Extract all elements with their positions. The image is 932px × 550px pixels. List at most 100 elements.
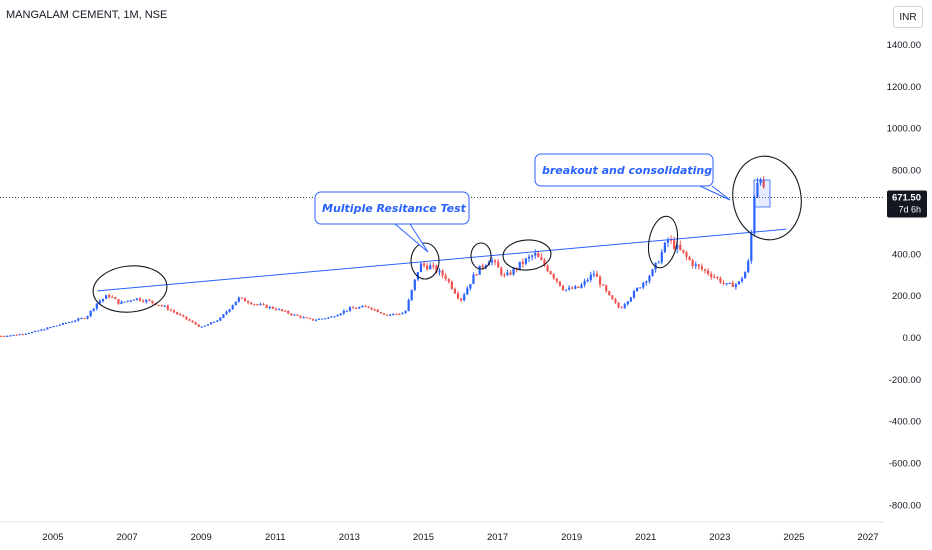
candle-body	[83, 318, 86, 320]
callout-box-breakout[interactable]	[534, 153, 714, 187]
candle-body	[237, 297, 240, 302]
candle-body	[18, 334, 21, 336]
resistance-trendline[interactable]	[97, 228, 787, 292]
candle-body	[271, 306, 274, 309]
candle-body	[484, 265, 487, 268]
candle-body	[225, 311, 228, 315]
candle-body	[253, 304, 256, 306]
candle-body	[163, 305, 166, 307]
candle-body	[632, 291, 636, 298]
candle-body	[611, 295, 614, 300]
candle-body	[555, 278, 558, 282]
candle-body	[67, 322, 71, 324]
candle-body	[123, 301, 126, 303]
candle-body	[274, 308, 277, 310]
candle-body	[429, 265, 432, 270]
candle-body	[617, 302, 620, 308]
candle-body	[256, 304, 259, 306]
candle-body	[117, 299, 120, 304]
candle-body	[179, 314, 182, 316]
candle-body	[49, 327, 52, 329]
candle-body	[40, 329, 43, 331]
candle-body	[506, 272, 509, 276]
candle-body	[206, 324, 210, 326]
candle-body	[407, 299, 410, 311]
candle-body	[9, 335, 12, 337]
candle-body	[734, 284, 737, 287]
candle-body	[3, 335, 6, 337]
candle-body	[172, 310, 176, 313]
candle-body	[679, 244, 682, 250]
candle-body	[404, 310, 407, 314]
candle-body	[703, 269, 707, 271]
candle-body	[280, 309, 284, 311]
candle-body	[197, 324, 200, 327]
candle-body	[500, 267, 503, 275]
candle-body	[379, 312, 382, 314]
candle-body	[713, 276, 716, 278]
candle-body	[290, 313, 293, 315]
candle-body	[444, 275, 447, 280]
candle-body	[138, 298, 142, 301]
candle-body	[478, 265, 481, 275]
candle-body	[166, 305, 169, 310]
highlight-circle[interactable]	[470, 242, 492, 270]
candle-body	[169, 309, 173, 311]
candle-body	[314, 319, 318, 321]
candle-body	[527, 256, 531, 259]
currency-button[interactable]: INR	[893, 6, 923, 28]
callout-box-resistance[interactable]	[314, 191, 470, 225]
candle-body	[348, 307, 352, 311]
candle-body	[321, 318, 324, 320]
highlight-circle[interactable]	[91, 262, 169, 315]
candle-body	[284, 310, 287, 312]
candle-body	[469, 284, 472, 289]
candle-body	[361, 305, 364, 308]
candle-body	[318, 318, 321, 320]
candle-body	[213, 321, 216, 323]
candle-body	[336, 315, 339, 317]
candle-body	[188, 319, 191, 321]
candle-body	[543, 259, 546, 266]
candle-body	[142, 300, 145, 302]
candle-body	[666, 239, 670, 243]
candle-body	[114, 297, 117, 300]
highlight-circle[interactable]	[645, 214, 682, 270]
candle-body	[240, 297, 244, 299]
candle-body	[145, 299, 148, 302]
candle-body	[157, 304, 160, 306]
candle-body	[95, 303, 98, 309]
candle-body	[460, 298, 463, 301]
candle-body	[629, 297, 633, 302]
candle-body	[389, 314, 392, 316]
candle-body	[194, 322, 197, 325]
candle-body	[639, 287, 642, 289]
candle-body	[432, 265, 435, 267]
candle-body	[524, 258, 528, 264]
candle-body	[447, 279, 450, 282]
candle-body	[89, 310, 92, 317]
consolidation-box[interactable]	[753, 179, 771, 208]
candle-body	[762, 179, 765, 188]
x-tick-label: 2015	[413, 532, 434, 543]
candle-body	[382, 313, 386, 315]
candle-body	[568, 287, 571, 290]
highlight-circle[interactable]	[502, 238, 552, 271]
highlight-circle[interactable]	[726, 151, 808, 246]
candle-body	[231, 305, 234, 310]
chart-title: MANGALAM CEMENT, 1M, NSE	[6, 9, 168, 21]
candle-body	[534, 253, 537, 256]
candle-body	[410, 289, 413, 300]
candle-body	[299, 315, 302, 318]
highlight-circle[interactable]	[410, 242, 440, 280]
candle-body	[608, 291, 611, 296]
candle-body	[333, 316, 336, 318]
candle-body	[209, 322, 213, 325]
candle-body	[262, 304, 265, 306]
candle-body	[234, 301, 237, 306]
candle-body	[185, 316, 188, 320]
candle-body	[503, 274, 506, 276]
candle-body	[182, 315, 185, 317]
y-tick-label: -200.00	[889, 375, 921, 386]
